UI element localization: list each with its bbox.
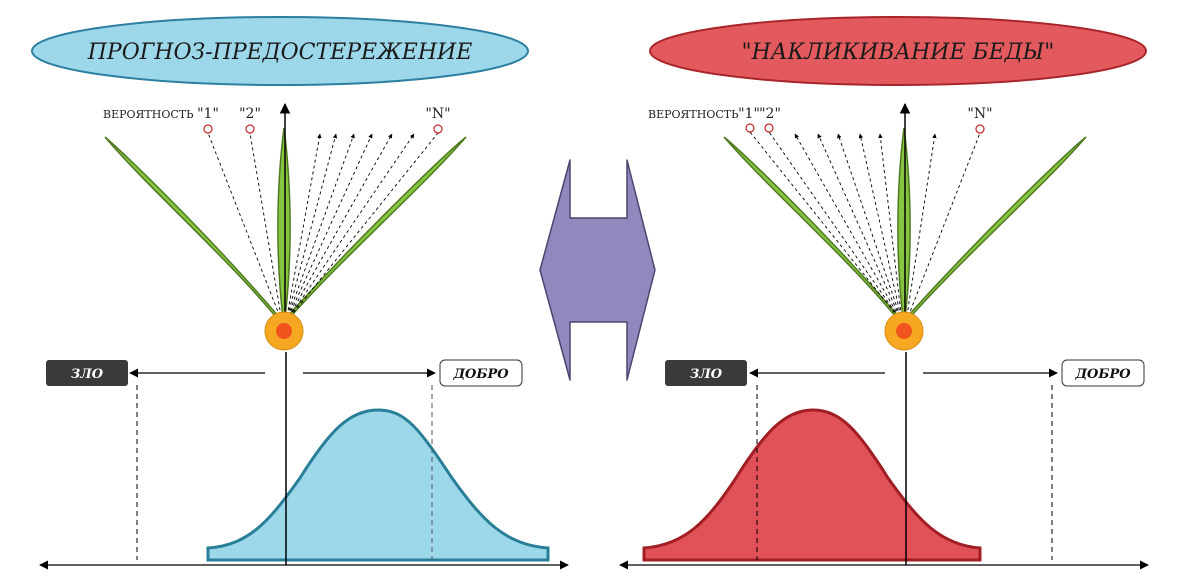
left-panel: ПРОГНОЗ-ПРЕДОСТЕРЕЖЕНИЕ ВЕРОЯТНОСТЬ "1" …	[31, 16, 569, 570]
left-leaf-left	[104, 136, 281, 325]
left-leaf-right	[285, 136, 467, 325]
right-good-label: ДОБРО	[1074, 367, 1131, 382]
right-distribution-curve	[642, 408, 982, 562]
left-marker-n-dot	[433, 124, 443, 134]
right-marker-1-label: "1"	[738, 106, 760, 122]
right-marker-n-dot	[975, 124, 985, 134]
left-good-label: ДОБРО	[452, 367, 509, 382]
left-marker-n-label: "N"	[425, 106, 450, 122]
left-marker-1-dot	[203, 124, 213, 134]
right-marker-2-label: "2"	[759, 106, 781, 122]
left-title: ПРОГНОЗ-ПРЕДОСТЕРЕЖЕНИЕ	[87, 40, 473, 65]
left-marker-2-dot	[245, 124, 255, 134]
left-distribution-curve	[206, 408, 550, 562]
left-flower-center-inner	[276, 323, 292, 339]
left-probability-label: ВЕРОЯТНОСТЬ	[103, 108, 194, 121]
right-evil-label: ЗЛО	[690, 367, 723, 382]
right-marker-2-dot	[764, 123, 774, 133]
left-marker-2-label: "2"	[239, 106, 261, 122]
right-title: "НАКЛИКИВАНИЕ БЕДЫ"	[742, 40, 1055, 65]
right-evil-box	[665, 360, 747, 386]
right-flower-center-inner	[896, 323, 912, 339]
left-title-ellipse	[31, 16, 529, 86]
right-leaf-right	[905, 136, 1087, 325]
double-arrow-icon	[539, 159, 656, 381]
right-panel: "НАКЛИКИВАНИЕ БЕДЫ" ВЕРОЯТНОСТЬ "1" "2" …	[619, 16, 1149, 570]
left-marker-1-label: "1"	[197, 106, 219, 122]
left-evil-label: ЗЛО	[71, 367, 104, 382]
right-leaf-left	[723, 136, 901, 325]
right-marker-n-label: "N"	[967, 106, 992, 122]
right-probability-arrows	[749, 131, 981, 323]
left-leaf-center	[277, 127, 291, 319]
right-title-ellipse	[649, 16, 1147, 86]
right-probability-label: ВЕРОЯТНОСТЬ	[648, 108, 739, 121]
right-marker-1-dot	[745, 123, 755, 133]
left-evil-box	[46, 360, 128, 386]
right-leaf-center	[897, 127, 911, 319]
left-good-box	[439, 359, 523, 387]
right-good-box	[1061, 359, 1145, 387]
left-probability-arrows	[207, 132, 439, 323]
